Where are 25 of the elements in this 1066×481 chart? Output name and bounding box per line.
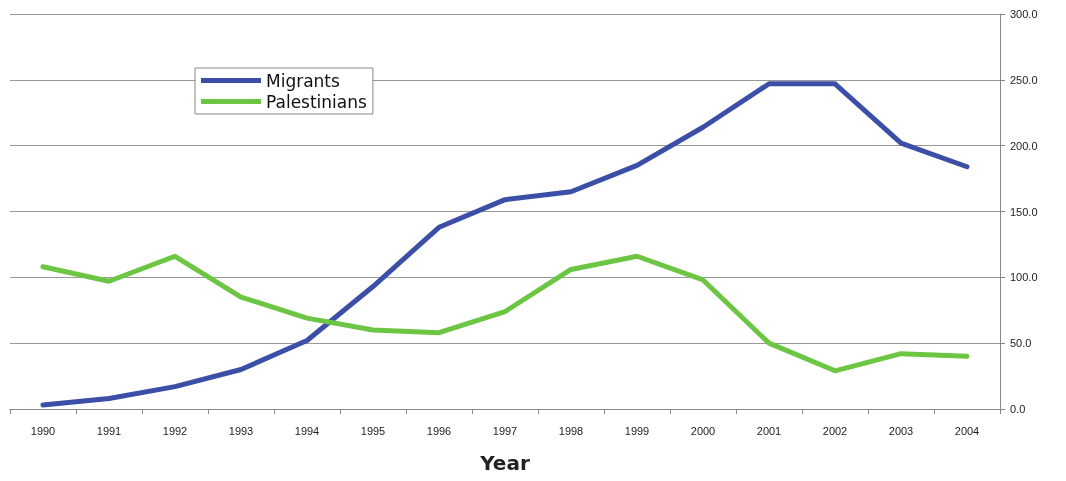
x-tick-label: 1994 <box>294 424 320 437</box>
y-tick-label: 0.0 <box>1010 403 1026 415</box>
legend-label: Migrants <box>266 70 341 91</box>
x-tick-label: 1993 <box>228 424 254 437</box>
x-tick-label: 2000 <box>690 424 716 437</box>
x-tick-label: 1996 <box>426 424 452 437</box>
y-tick-label: 250.0 <box>1010 73 1038 86</box>
x-tick-label: 1998 <box>558 424 584 437</box>
x-tick-label: 2002 <box>822 424 848 437</box>
y-tick-label: 200.0 <box>1010 139 1038 152</box>
x-tick-label: 1991 <box>96 424 122 437</box>
x-tick-label: 2001 <box>756 424 782 437</box>
x-tick-label: 1995 <box>360 424 386 437</box>
x-tick-label: 1990 <box>30 424 56 437</box>
x-tick-label: 1999 <box>624 424 650 437</box>
x-tick-label: 1997 <box>492 424 518 437</box>
y-tick-label: 50.0 <box>1010 337 1032 350</box>
y-tick-label: 300.0 <box>1010 8 1038 20</box>
x-tick-label: 1992 <box>162 424 188 437</box>
y-tick-label: 150.0 <box>1010 205 1038 218</box>
y-tick-label: 100.0 <box>1010 271 1038 284</box>
x-tick-label: 2004 <box>954 424 980 437</box>
x-tick-label: 2003 <box>888 424 914 437</box>
legend-label: Palestinians <box>266 91 368 112</box>
x-axis-title: Year <box>479 451 530 475</box>
